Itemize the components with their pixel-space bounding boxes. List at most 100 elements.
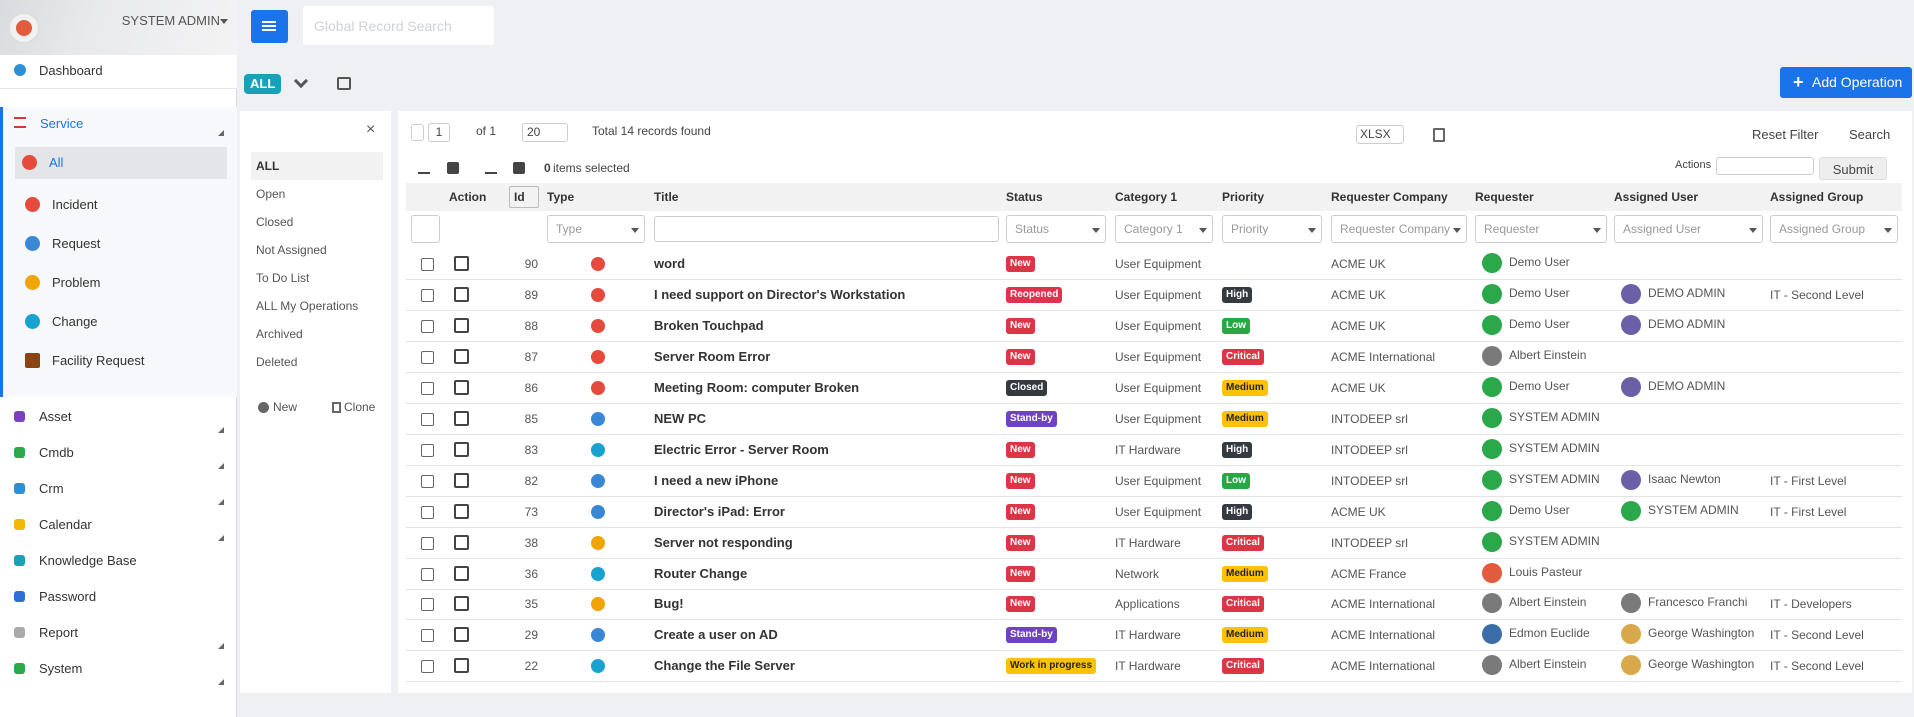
edit-button[interactable] — [337, 77, 351, 90]
filter-select[interactable] — [1115, 215, 1213, 243]
open-record[interactable] — [454, 317, 469, 333]
column-header[interactable]: Category 1 — [1115, 190, 1178, 204]
nav-item[interactable]: Problem — [52, 275, 101, 290]
selection-tool[interactable] — [418, 162, 430, 174]
record-title[interactable]: Meeting Room: computer Broken — [654, 379, 860, 395]
view-item[interactable]: Deleted — [256, 355, 298, 369]
view-item[interactable]: Archived — [256, 327, 303, 341]
column-header[interactable]: Requester Company — [1331, 190, 1448, 204]
filter-select[interactable] — [1006, 215, 1106, 243]
row-checkbox[interactable] — [421, 474, 434, 488]
nav-item[interactable]: Report — [39, 625, 79, 640]
filter-select[interactable] — [1331, 215, 1467, 243]
record-title[interactable]: Change the File Server — [654, 658, 795, 674]
record-title[interactable]: Server not responding — [654, 534, 793, 550]
record-title[interactable]: Broken Touchpad — [654, 317, 764, 333]
view-item[interactable]: To Do List — [256, 271, 310, 285]
view-item[interactable]: ALL — [256, 159, 280, 173]
export-format[interactable]: XLSX — [1356, 125, 1404, 144]
filter-select[interactable] — [1770, 215, 1898, 243]
open-record[interactable] — [454, 534, 469, 550]
row-checkbox[interactable] — [421, 381, 434, 395]
page-size[interactable]: 20 — [522, 123, 568, 142]
record-title[interactable]: I need a new iPhone — [654, 472, 779, 488]
view-badge[interactable]: ALL — [244, 74, 282, 94]
reset-filter[interactable]: Reset Filter — [1752, 127, 1819, 142]
open-record[interactable] — [454, 379, 469, 395]
selection-tool[interactable] — [485, 162, 497, 174]
column-header[interactable]: Action — [449, 190, 487, 204]
filter-select[interactable] — [547, 215, 645, 243]
selection-tool[interactable] — [447, 162, 459, 174]
record-title[interactable]: NEW PC — [654, 410, 706, 426]
nav-item[interactable]: Incident — [52, 197, 98, 212]
column-header[interactable]: Requester — [1475, 190, 1534, 204]
row-checkbox[interactable] — [421, 536, 434, 550]
open-record[interactable] — [454, 441, 469, 457]
row-checkbox[interactable] — [421, 412, 434, 426]
clone-view[interactable]: Clone — [344, 400, 376, 414]
actions-select[interactable] — [1716, 157, 1814, 175]
record-title[interactable]: Bug! — [654, 596, 684, 612]
nav-item[interactable]: Cmdb — [39, 445, 74, 460]
column-header[interactable]: Priority — [1222, 190, 1265, 204]
user-name[interactable]: SYSTEM ADMIN — [121, 13, 220, 28]
menu-toggle[interactable] — [251, 10, 288, 43]
open-record[interactable] — [454, 596, 469, 612]
new-view[interactable]: New — [273, 400, 298, 414]
column-header[interactable]: Assigned Group — [1770, 190, 1864, 204]
expand-button[interactable] — [293, 73, 309, 89]
export-button[interactable] — [1433, 128, 1445, 142]
nav-item[interactable]: System — [39, 661, 83, 676]
filter-select[interactable] — [1222, 215, 1322, 243]
nav-item[interactable]: Password — [39, 589, 97, 604]
open-record[interactable] — [454, 286, 469, 302]
row-checkbox[interactable] — [421, 505, 434, 519]
prev-page[interactable] — [411, 124, 424, 141]
open-record[interactable] — [454, 627, 469, 643]
open-record[interactable] — [454, 503, 469, 519]
open-record[interactable] — [454, 256, 469, 271]
nav-item[interactable]: Asset — [39, 409, 72, 424]
nav-item[interactable]: Request — [52, 236, 101, 251]
nav-item[interactable]: Knowledge Base — [39, 553, 137, 568]
nav-item[interactable]: Service — [40, 116, 84, 131]
record-title[interactable]: word — [654, 256, 686, 271]
close-views[interactable]: × — [366, 121, 376, 138]
row-checkbox[interactable] — [421, 319, 434, 333]
global-search[interactable] — [303, 6, 494, 45]
record-title[interactable]: Router Change — [654, 565, 748, 581]
row-checkbox[interactable] — [421, 288, 434, 302]
nav-item[interactable]: Crm — [39, 481, 64, 496]
view-item[interactable]: Not Assigned — [256, 243, 327, 257]
row-checkbox[interactable] — [421, 350, 434, 364]
nav-item[interactable]: All — [49, 155, 64, 170]
row-checkbox[interactable] — [421, 258, 434, 271]
open-record[interactable] — [454, 410, 469, 426]
row-checkbox[interactable] — [421, 567, 434, 581]
add-operation-button[interactable] — [1780, 67, 1912, 98]
filter-select[interactable] — [1614, 215, 1763, 243]
open-record[interactable] — [454, 472, 469, 488]
filter-select[interactable] — [1475, 215, 1607, 243]
page-input[interactable]: 1 — [428, 123, 450, 142]
column-header[interactable]: Id — [514, 190, 525, 204]
row-checkbox[interactable] — [421, 443, 434, 457]
record-title[interactable]: Create a user on AD — [654, 627, 778, 643]
row-checkbox[interactable] — [421, 629, 434, 643]
nav-item[interactable]: Dashboard — [39, 63, 103, 78]
nav-item[interactable]: Calendar — [39, 517, 92, 532]
selection-tool[interactable] — [513, 162, 525, 174]
record-title[interactable]: I need support on Director's Workstation — [654, 286, 906, 302]
nav-item[interactable]: Facility Request — [52, 353, 145, 368]
column-header[interactable]: Title — [654, 190, 679, 204]
record-title[interactable]: Electric Error - Server Room — [654, 441, 829, 457]
row-checkbox[interactable] — [421, 660, 434, 674]
submit-button[interactable]: Submit — [1819, 157, 1887, 180]
record-title[interactable]: Server Room Error — [654, 348, 771, 364]
view-item[interactable]: ALL My Operations — [256, 299, 359, 313]
open-record[interactable] — [454, 658, 469, 674]
record-title[interactable]: Director's iPad: Error — [654, 503, 785, 519]
title-filter[interactable] — [654, 216, 999, 242]
column-header[interactable]: Status — [1006, 190, 1043, 204]
